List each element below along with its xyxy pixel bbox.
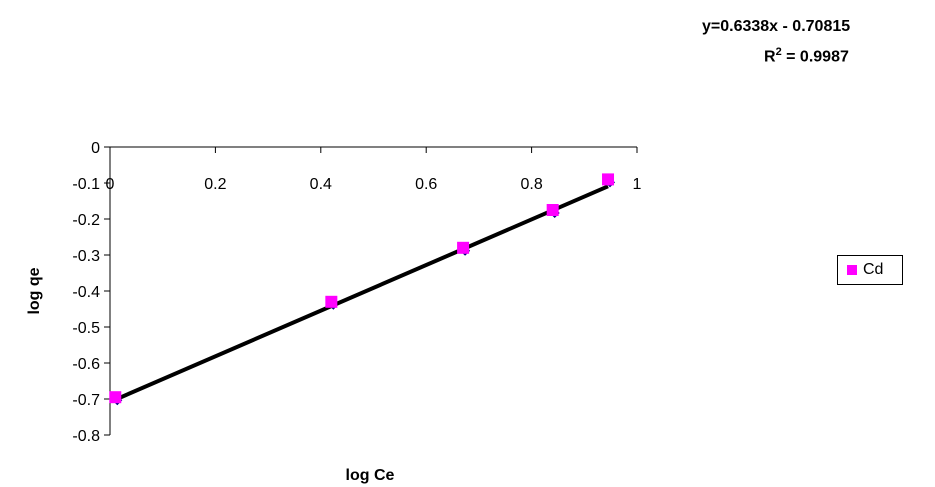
y-tick-label: -0.5 (72, 320, 100, 337)
legend-label-cd: Cd (863, 261, 884, 278)
legend: Cd (837, 255, 903, 285)
y-tick-label: -0.7 (72, 392, 100, 409)
data-point-cd (457, 241, 470, 254)
x-tick-label: 1 (633, 176, 642, 193)
r-squared-exponent: 2 (775, 46, 782, 58)
r-squared-value: = 0.9987 (781, 48, 849, 66)
data-point-cd (325, 295, 338, 308)
trendline (114, 184, 609, 402)
y-tick-label: -0.3 (72, 248, 100, 265)
y-tick-label: -0.4 (72, 284, 100, 301)
x-axis-title: log Ce (346, 467, 395, 484)
y-tick-label: 0 (91, 140, 100, 157)
r-squared-prefix: R (764, 48, 776, 66)
y-tick-label: -0.8 (72, 428, 100, 445)
x-tick-label: 0 (106, 176, 115, 193)
y-tick-label: -0.6 (72, 356, 100, 373)
r-squared: R2 = 0.9987 (764, 46, 849, 66)
x-tick-label: 0.2 (204, 176, 226, 193)
y-axis-title: log qe (26, 267, 43, 314)
data-point-cd (546, 204, 559, 216)
equation-text: y=0.6338x - 0.70815 (702, 18, 851, 35)
x-tick-label: 0.4 (310, 176, 332, 193)
x-tick-label: 0.6 (415, 176, 437, 193)
y-tick-label: -0.2 (72, 212, 100, 229)
legend-swatch-cd (847, 265, 857, 275)
data-point-cd (602, 173, 615, 186)
data-point-cd (109, 391, 122, 404)
y-tick-label: -0.1 (72, 176, 100, 193)
trendline-equation: y=0.6338x - 0.70815 (702, 18, 850, 36)
x-tick-label: 0.8 (520, 176, 542, 193)
